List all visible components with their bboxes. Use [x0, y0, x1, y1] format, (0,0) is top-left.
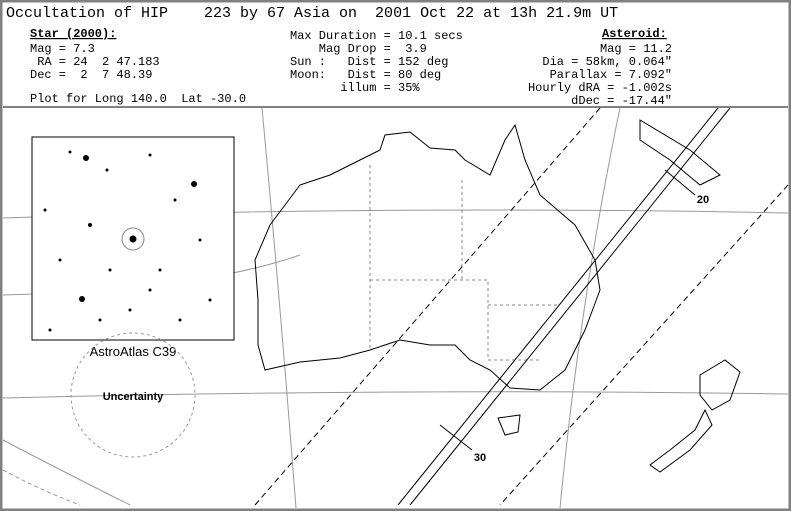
event-info: Sun : Dist = 152 deg [290, 55, 448, 69]
event-info: Mag Drop = 3.9 [290, 42, 427, 56]
event-info: Max Duration = 10.1 secs [290, 29, 463, 43]
state-borders [369, 165, 560, 361]
asteroid-info: Mag = 11.2 [600, 42, 672, 56]
event-info: Moon: Dist = 80 deg [290, 68, 441, 82]
plot-note: Plot for Long 140.0 Lat -30.0 [30, 92, 246, 106]
event-info: illum = 35% [290, 81, 420, 95]
star-info: Mag = 7.3 [30, 42, 95, 56]
asteroid-info: Hourly dRA = -1.002s [528, 81, 672, 95]
uncertainty-circle [70, 332, 196, 458]
time-label: 30 [474, 452, 486, 464]
title: Occultation of HIP 223 by 67 Asia on 200… [6, 5, 618, 22]
asteroid-info: Parallax = 7.092" [550, 68, 672, 82]
target-ring [121, 227, 145, 251]
star-info: Dec = 2 7 48.39 [30, 68, 152, 82]
asteroid-info: Dia = 58km, 0.064" [542, 55, 672, 69]
uncertainty-label: Uncertainty [103, 391, 164, 403]
inset-label: AstroAtlas C39 [90, 344, 177, 359]
inset-stars [43, 150, 212, 332]
coastlines [254, 119, 741, 473]
star-heading: Star (2000): [30, 27, 116, 41]
asteroid-heading: Asteroid: [602, 27, 667, 41]
time-label: 20 [697, 194, 709, 206]
star-info: RA = 24 2 47.183 [30, 55, 160, 69]
shadow-path [254, 107, 789, 506]
asteroid-info: dDec = -17.44" [571, 94, 672, 108]
